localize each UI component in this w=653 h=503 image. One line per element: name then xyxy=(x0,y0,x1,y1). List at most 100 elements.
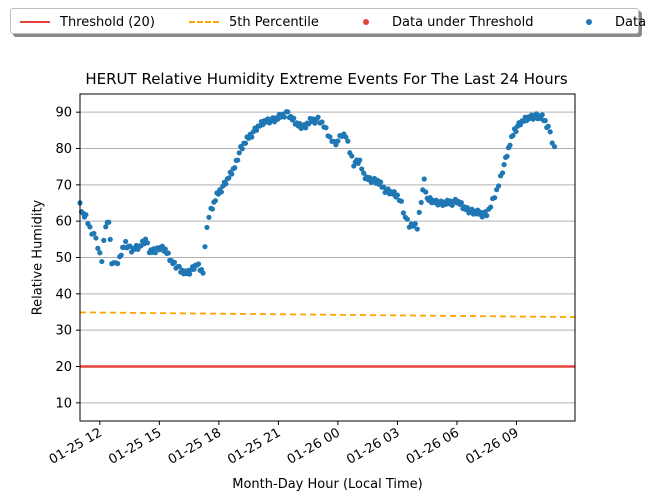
data-point xyxy=(513,128,519,135)
chart-title: HERUT Relative Humidity Extreme Events F… xyxy=(85,70,568,88)
data-point xyxy=(404,216,410,222)
data-point xyxy=(281,114,287,120)
x-tick-label: 01-26 06 xyxy=(404,425,462,467)
data-point xyxy=(191,266,197,272)
legend-label-percentile: 5th Percentile xyxy=(229,14,319,30)
data-point xyxy=(319,119,325,125)
data-point xyxy=(239,146,245,152)
data-point xyxy=(87,224,93,230)
data-point xyxy=(549,140,555,146)
data-point xyxy=(377,179,384,185)
data-point xyxy=(103,224,109,230)
data-point xyxy=(97,250,103,256)
data-point xyxy=(488,204,494,210)
y-tick-label: 90 xyxy=(55,106,72,121)
data-point xyxy=(351,163,357,169)
legend-item-threshold: Threshold (20) xyxy=(20,9,155,35)
data-point xyxy=(496,183,502,189)
data-point xyxy=(539,112,545,118)
x-tick-label: 01-26 09 xyxy=(463,425,521,467)
data-point xyxy=(400,210,406,216)
data-point xyxy=(253,127,260,133)
data-point xyxy=(501,162,507,168)
data-point xyxy=(99,258,105,265)
data-point xyxy=(327,134,333,140)
x-tick-label: 01-25 12 xyxy=(47,425,105,467)
legend-swatch-threshold xyxy=(20,16,50,28)
plot-frame xyxy=(79,93,576,422)
data-point xyxy=(206,214,212,220)
data-point xyxy=(171,259,178,265)
x-axis-ticks: 01-25 12 01-25 15 01-25 18 01-25 21 01-26 00… xyxy=(47,421,521,468)
data-point xyxy=(107,236,113,243)
data-point xyxy=(359,166,365,172)
data-point xyxy=(91,230,97,237)
data-point xyxy=(285,109,291,115)
data-point xyxy=(123,238,129,245)
y-tick-label: 60 xyxy=(55,215,72,230)
data-point xyxy=(95,245,101,251)
x-tick-label: 01-25 21 xyxy=(225,425,283,467)
y-tick-label: 70 xyxy=(55,178,72,193)
data-point xyxy=(209,206,216,212)
data-point xyxy=(551,144,558,150)
x-tick-label: 01-26 00 xyxy=(285,425,343,467)
data-point xyxy=(200,270,206,276)
data-point xyxy=(492,195,498,201)
data-point xyxy=(416,209,422,215)
data-point xyxy=(517,122,524,128)
legend-item-data: Data xyxy=(575,9,646,35)
data-point xyxy=(499,170,506,176)
y-tick-label: 30 xyxy=(55,324,72,339)
data-point xyxy=(507,142,513,148)
data-point xyxy=(242,140,249,146)
data-point xyxy=(115,260,121,267)
data-point xyxy=(93,235,99,241)
legend-swatch-under-threshold xyxy=(352,16,382,28)
data-point xyxy=(195,261,202,267)
data-point xyxy=(176,263,182,270)
data-point xyxy=(236,150,242,156)
x-axis-label: Month-Day Hour (Local Time) xyxy=(232,477,423,492)
data-point xyxy=(542,118,548,124)
data-point xyxy=(421,176,427,182)
legend-item-percentile: 5th Percentile xyxy=(189,9,319,35)
data-point xyxy=(202,244,208,250)
data-point xyxy=(118,252,124,258)
data-point xyxy=(458,200,465,206)
data-point xyxy=(223,181,229,187)
data-points xyxy=(77,109,558,277)
data-point xyxy=(398,198,405,204)
data-point xyxy=(323,125,329,131)
data-point xyxy=(106,219,112,225)
data-point xyxy=(226,175,232,181)
data-point xyxy=(229,171,235,177)
data-point xyxy=(212,198,219,204)
data-point xyxy=(187,271,193,277)
data-point xyxy=(204,224,210,231)
data-point xyxy=(349,153,355,159)
data-point xyxy=(315,114,321,120)
data-point xyxy=(414,226,420,232)
data-point xyxy=(345,138,351,144)
data-point xyxy=(391,189,397,195)
y-tick-label: 10 xyxy=(55,396,72,411)
legend-label-data: Data xyxy=(615,14,647,30)
legend-label-threshold: Threshold (20) xyxy=(60,14,155,30)
legend-label-under-threshold: Data under Threshold xyxy=(392,14,534,30)
legend: Threshold (20) 5th Percentile Data under… xyxy=(10,8,646,35)
data-point xyxy=(218,189,224,195)
data-point xyxy=(232,165,238,171)
data-point xyxy=(144,240,151,246)
data-point xyxy=(165,250,171,256)
data-point xyxy=(423,189,429,195)
legend-swatch-percentile xyxy=(189,16,219,28)
data-point xyxy=(235,157,241,163)
data-point xyxy=(83,212,89,218)
data-point xyxy=(303,125,309,131)
y-tick-label: 40 xyxy=(55,287,72,302)
data-point xyxy=(504,153,510,159)
y-axis-ticks: 10 20 30 40 50 60 70 80 90 xyxy=(55,106,80,411)
x-tick-label: 01-25 15 xyxy=(106,425,164,467)
data-point xyxy=(101,237,107,243)
